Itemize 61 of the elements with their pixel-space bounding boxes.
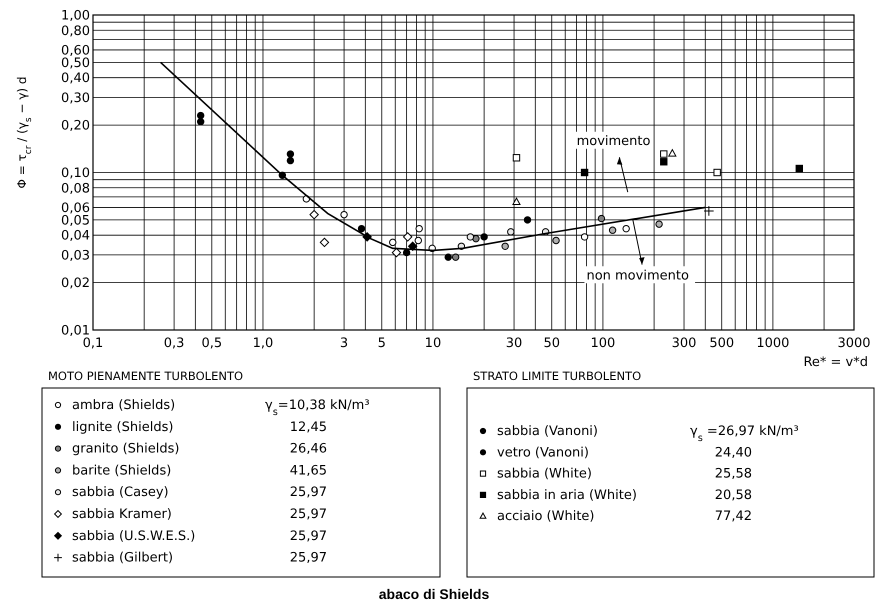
y-tick-label: 0,08 (61, 181, 90, 196)
y-tick-label: 1,00 (61, 8, 90, 24)
legend-label: sabbia (White) (497, 466, 592, 482)
x-tick-label: 10 (424, 336, 442, 351)
text: 20,58 (714, 488, 752, 503)
x-tick-label: 0,3 (164, 336, 184, 351)
y-tick-label: 0,06 (61, 200, 90, 216)
x-tick-label: 50 (543, 336, 560, 351)
legend-label: sabbia (Casey) (72, 485, 169, 500)
y-tick-label: 0,02 (61, 276, 90, 292)
y-tick-label: 0,03 (61, 248, 90, 264)
text: γ$_{s}$ =26,97 kN/m³ (690, 424, 799, 444)
x-tick-label: 0,1 (82, 336, 104, 351)
legend-label: sabbia in aria (White) (497, 488, 637, 503)
text: STRATO LIMITE TURBOLENTO (473, 369, 642, 383)
text: 25,97 (290, 507, 327, 522)
annotation: movimento (576, 134, 651, 149)
text: 41,65 (290, 463, 327, 478)
y-tick-label: 0,30 (61, 90, 90, 106)
x-tick-label: 1000 (756, 336, 790, 351)
x-tick-label: 1,0 (252, 336, 274, 351)
legend-label: barite (Shields) (72, 463, 172, 478)
legend-label: sabbia Kramer) (72, 507, 172, 522)
y-tick-label: 0,80 (61, 24, 90, 39)
text: abaco di Shields (378, 586, 490, 602)
x-tick-label: 5 (378, 336, 386, 351)
legend-label: granito (Shields) (72, 442, 180, 457)
y-tick-label: 0,40 (61, 71, 90, 86)
text: 24,40 (714, 445, 752, 460)
legend-label: sabbia (Vanoni) (497, 424, 598, 439)
x-axis-title: Re* = v*d (803, 355, 868, 370)
x-tick-label: 300 (672, 336, 696, 351)
x-tick-label: 3 (340, 336, 348, 351)
text: 26,46 (290, 442, 327, 457)
text: 25,97 (290, 528, 327, 544)
x-tick-label: 500 (709, 336, 734, 351)
text: 25,58 (714, 466, 752, 482)
y-tick-label: 0,01 (61, 324, 90, 338)
text: 25,97 (290, 550, 327, 566)
legend-label: sabbia (U.S.W.E.S.) (72, 528, 196, 544)
legend-label: lignite (Shields) (72, 420, 174, 435)
y-tick-label: 0,50 (61, 56, 90, 71)
x-tick-label: 0,5 (201, 336, 222, 351)
legend-label: ambra (Shields) (72, 398, 176, 413)
y-tick-label: 0,04 (61, 228, 90, 244)
annotation: non movimento (586, 268, 689, 284)
text: 12,45 (290, 420, 327, 435)
y-tick-label: 0,10 (61, 166, 90, 181)
x-tick-label: 3000 (837, 336, 871, 351)
x-tick-label: 100 (590, 336, 616, 351)
y-tick-label: 0,05 (61, 213, 90, 228)
text: 77,42 (714, 509, 752, 524)
x-tick-label: 30 (506, 336, 522, 351)
legend-label: vetro (Vanoni) (497, 445, 589, 460)
legend-label: sabbia (Gilbert) (72, 550, 174, 566)
text: 25,97 (290, 485, 327, 500)
y-tick-label: 0,60 (61, 43, 90, 58)
text: γ$_{s}$=10,38 kN/m³ (265, 398, 370, 418)
text: MOTO PIENAMENTE TURBOLENTO (48, 369, 244, 383)
legend-label: acciaio (White) (497, 509, 594, 524)
y-tick-label: 0,20 (61, 118, 90, 134)
